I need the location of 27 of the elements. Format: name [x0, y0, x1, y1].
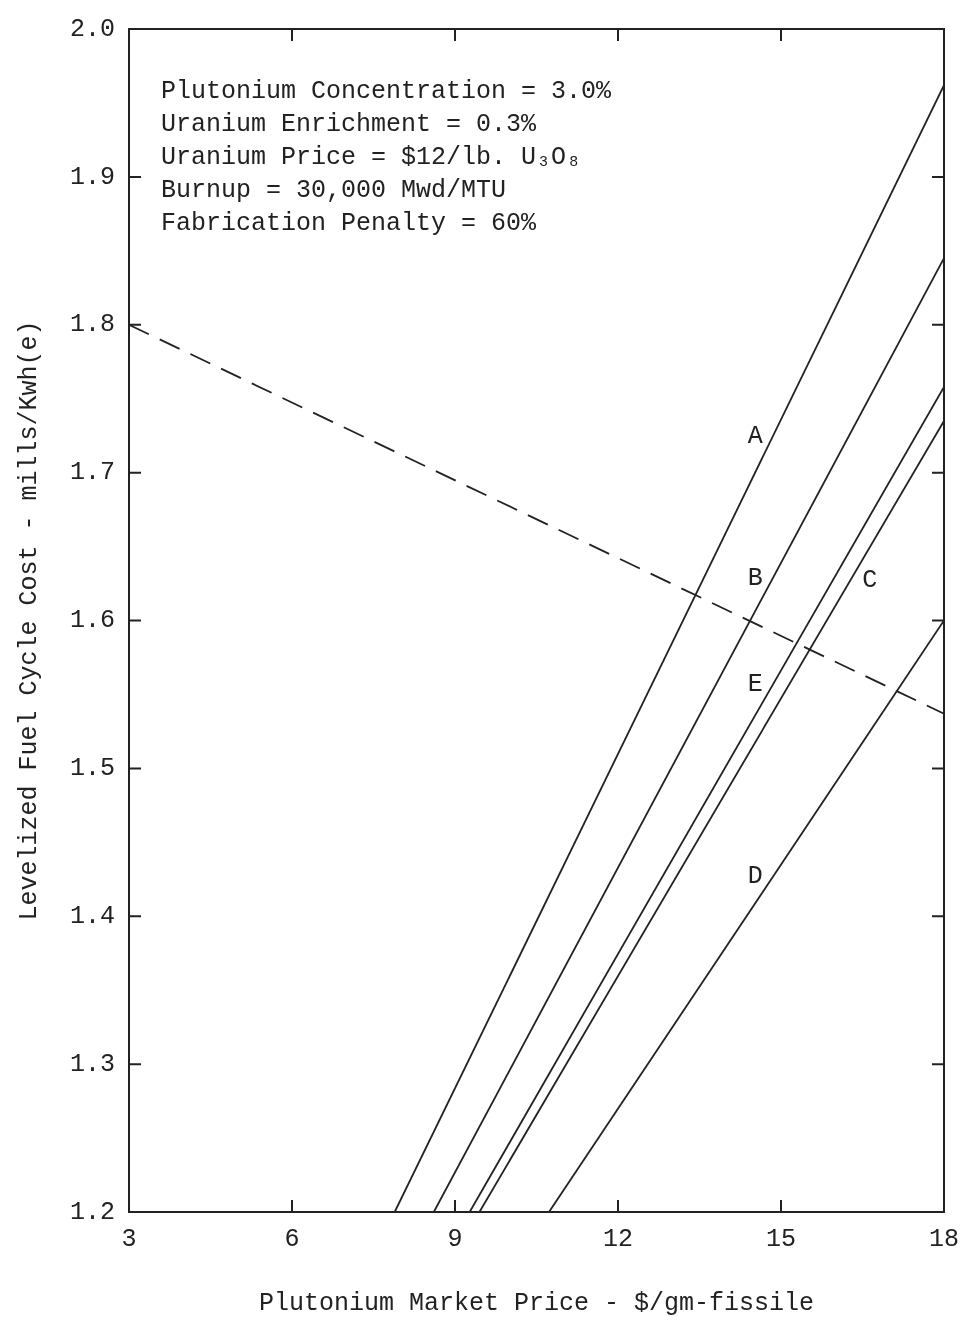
series-label: B [747, 563, 763, 593]
y-tick-label: 1.8 [69, 310, 116, 340]
y-tick-label: 1.9 [69, 162, 116, 192]
x-tick-label: 15 [765, 1224, 797, 1254]
y-tick-label: 1.6 [69, 606, 116, 636]
series-label: C [862, 566, 878, 596]
y-tick-label: 1.3 [69, 1049, 116, 1079]
x-tick-label: 6 [284, 1224, 300, 1254]
series-label: D [747, 862, 763, 892]
series-label: A [747, 421, 763, 451]
annotation: Plutonium Concentration = 3.0% [161, 76, 613, 106]
x-tick-label: 18 [928, 1224, 960, 1254]
x-tick-label: 12 [602, 1224, 634, 1254]
y-axis-title: Levelized Fuel Cycle Cost - mills/Kwh(e) [14, 320, 44, 921]
x-tick-label: 3 [121, 1224, 137, 1254]
x-tick-label: 9 [447, 1224, 463, 1254]
y-tick-label: 1.4 [69, 901, 116, 931]
annotation: Burnup = 30,000 Mwd/MTU [161, 175, 507, 205]
annotation: Uranium Price = $12/lb. U₃O₈ [161, 142, 582, 172]
annotation: Fabrication Penalty = 60% [161, 208, 538, 238]
series-label: E [747, 670, 763, 700]
annotation: Uranium Enrichment = 0.3% [161, 109, 538, 139]
x-axis-title: Plutonium Market Price - $/gm-fissile [258, 1288, 815, 1318]
y-tick-label: 2.0 [69, 14, 116, 44]
y-tick-label: 1.2 [69, 1197, 116, 1227]
y-tick-label: 1.5 [69, 754, 116, 783]
y-tick-label: 1.7 [69, 458, 116, 488]
